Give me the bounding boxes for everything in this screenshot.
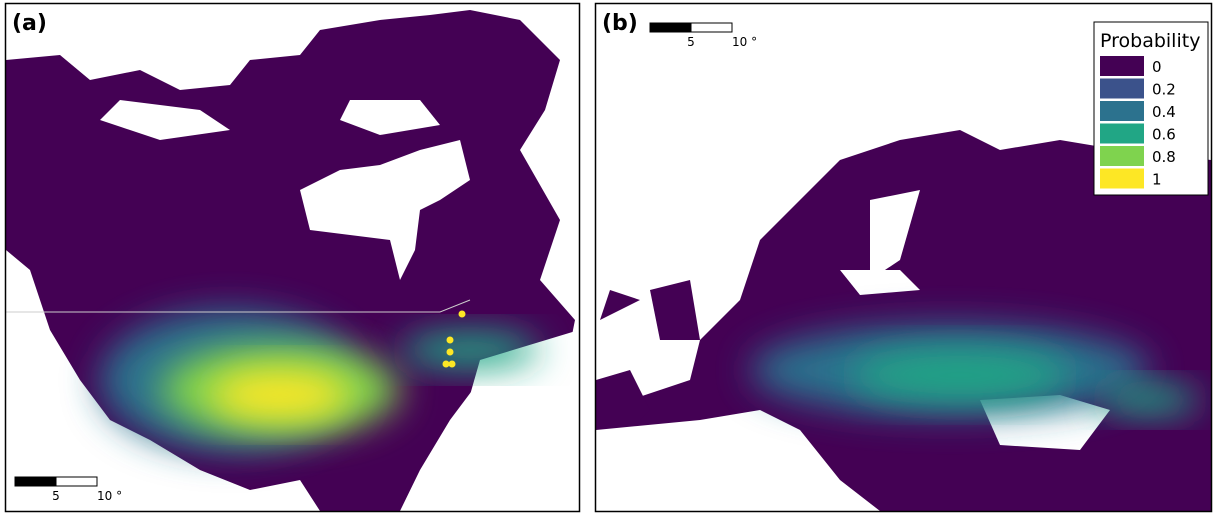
scale-bar-white (56, 477, 97, 486)
scale-label: 10 ° (97, 489, 122, 503)
figure: (a) 5 10 ° (b) 5 10 ° Probability 0 0.2 0.4 0.6 0.8… (0, 0, 1215, 515)
legend-swatch (1100, 101, 1144, 121)
scale-label: 5 (687, 35, 695, 49)
legend-swatch (1100, 79, 1144, 99)
legend-label: 0 (1152, 58, 1162, 76)
scale-label: 5 (52, 489, 60, 503)
legend-swatch (1100, 146, 1144, 166)
legend-label: 0.8 (1152, 148, 1176, 166)
legend-swatch (1100, 124, 1144, 144)
legend-label: 1 (1152, 171, 1162, 189)
panel-label: (b) (602, 11, 638, 36)
legend-label: 0.6 (1152, 126, 1176, 144)
scale-bar-black (650, 23, 691, 32)
panel-label: (a) (12, 11, 47, 36)
legend-title: Probability (1100, 30, 1200, 52)
legend-label: 0.2 (1152, 81, 1176, 99)
scale-bar-white (691, 23, 732, 32)
map-a (6, 4, 579, 511)
legend-swatch (1100, 56, 1144, 76)
scale-label: 10 ° (732, 35, 757, 49)
legend-label: 0.4 (1152, 103, 1176, 121)
legend-swatch (1100, 169, 1144, 189)
scale-bar-black (15, 477, 56, 486)
